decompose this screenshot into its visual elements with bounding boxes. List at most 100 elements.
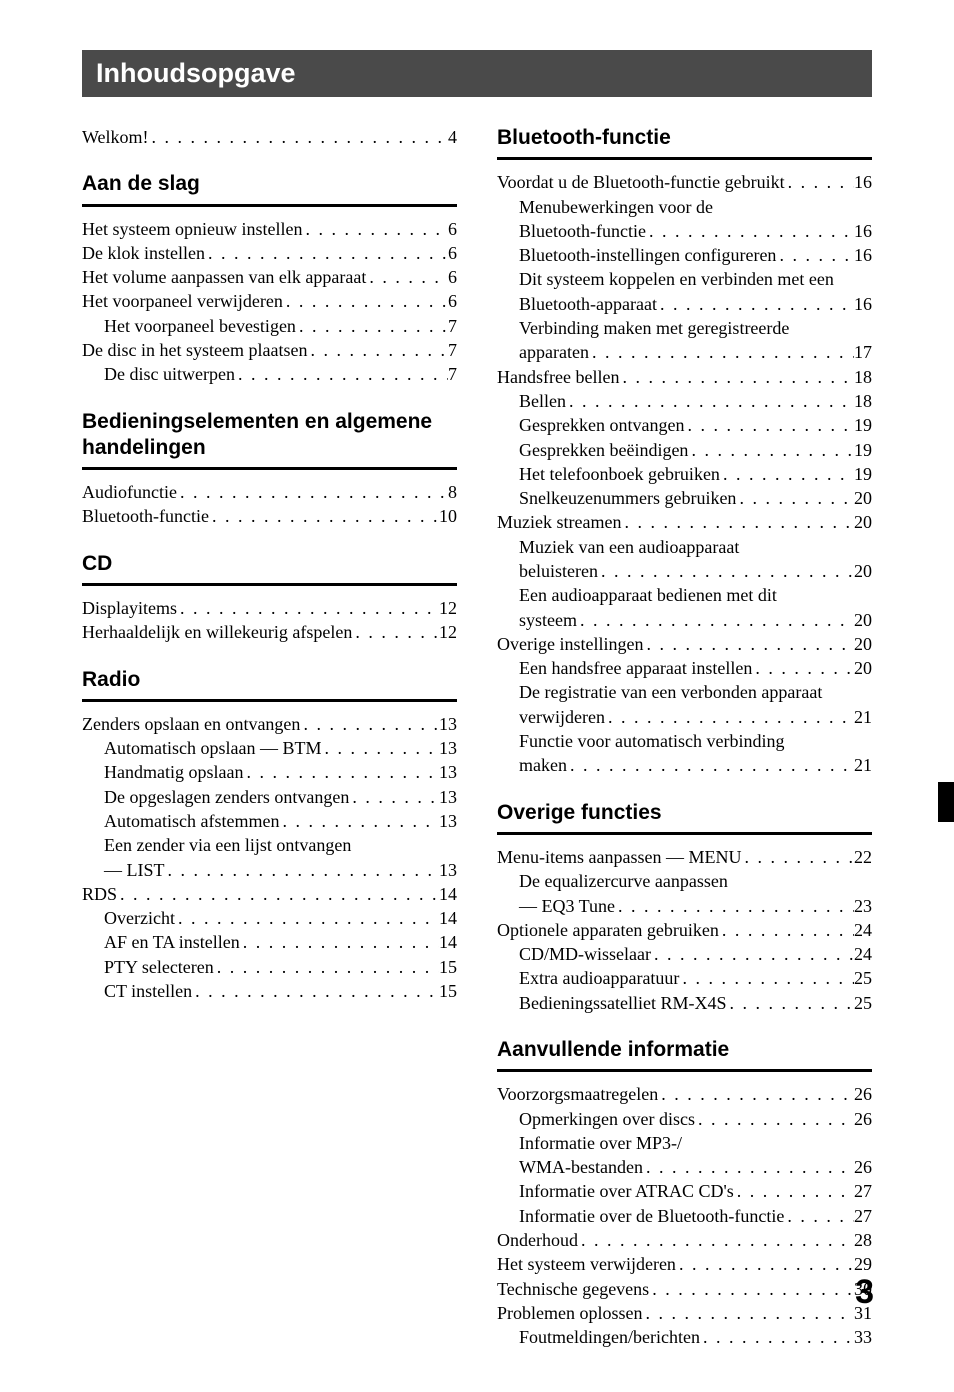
toc-entry-page: 6 [448,289,457,313]
toc-entry[interactable]: Onderhoud . . . . . . . . . . . . . . . … [497,1228,872,1252]
toc-entry[interactable]: PTY selecteren . . . . . . . . . . . . .… [82,955,457,979]
toc-entry-page: 17 [854,340,872,364]
toc-entry[interactable]: Technische gegevens . . . . . . . . . . … [497,1277,872,1301]
toc-entry[interactable]: AF en TA instellen . . . . . . . . . . .… [82,930,457,954]
toc-entry[interactable]: Gesprekken beëindigen . . . . . . . . . … [497,438,872,462]
toc-group: Voorzorgsmaatregelen . . . . . . . . . .… [497,1082,872,1349]
toc-entry[interactable]: — LIST . . . . . . . . . . . . . . . . .… [82,858,457,882]
toc-entry[interactable]: Voorzorgsmaatregelen . . . . . . . . . .… [497,1082,872,1106]
toc-entry[interactable]: Zenders opslaan en ontvangen . . . . . .… [82,712,457,736]
toc-entry[interactable]: Bluetooth-functie . . . . . . . . . . . … [82,504,457,528]
toc-entry[interactable]: maken . . . . . . . . . . . . . . . . . … [497,753,872,777]
toc-dots: . . . . . . . . . . . . . . . . . . . . … [695,1107,854,1131]
toc-entry[interactable]: Het telefoonboek gebruiken . . . . . . .… [497,462,872,486]
toc-entry[interactable]: CT instellen . . . . . . . . . . . . . .… [82,979,457,1003]
toc-entry-page: 19 [854,462,872,486]
toc-entry-page: 25 [854,966,872,990]
toc-entry[interactable]: Informatie over de Bluetooth-functie . .… [497,1204,872,1228]
toc-entry[interactable]: beluisteren . . . . . . . . . . . . . . … [497,559,872,583]
toc-entry[interactable]: apparaten . . . . . . . . . . . . . . . … [497,340,872,364]
toc-entry[interactable]: De opgeslagen zenders ontvangen . . . . … [82,785,457,809]
section-rule [82,583,457,586]
toc-entry[interactable]: Opmerkingen over discs . . . . . . . . .… [497,1107,872,1131]
toc-entry[interactable]: Extra audioapparatuur . . . . . . . . . … [497,966,872,990]
toc-entry-page: 25 [854,991,872,1015]
toc-entry[interactable]: Handmatig opslaan . . . . . . . . . . . … [82,760,457,784]
toc-entry[interactable]: Bluetooth-apparaat . . . . . . . . . . .… [497,292,872,316]
toc-entry-page: 12 [439,596,457,620]
toc-entry[interactable]: Welkom! . . . . . . . . . . . . . . . . … [82,125,457,149]
toc-entry[interactable]: Het voorpaneel bevestigen . . . . . . . … [82,314,457,338]
toc-entry[interactable]: Automatisch opslaan — BTM . . . . . . . … [82,736,457,760]
toc-entry-label: De opgeslagen zenders ontvangen [104,785,349,809]
toc-entry[interactable]: Audiofunctie . . . . . . . . . . . . . .… [82,480,457,504]
toc-entry[interactable]: Muziek streamen . . . . . . . . . . . . … [497,510,872,534]
toc-entry[interactable]: systeem . . . . . . . . . . . . . . . . … [497,608,872,632]
toc-entry[interactable]: Menu-items aanpassen — MENU . . . . . . … [497,845,872,869]
toc-entry-label: Bluetooth-instellingen configureren [519,243,776,267]
toc-entry[interactable]: Overzicht . . . . . . . . . . . . . . . … [82,906,457,930]
toc-dots: . . . . . . . . . . . . . . . . . . . . … [165,858,440,882]
toc-entry[interactable]: Bluetooth-instellingen configureren . . … [497,243,872,267]
toc-entry[interactable]: CD/MD-wisselaar . . . . . . . . . . . . … [497,942,872,966]
toc-entry[interactable]: Automatisch afstemmen . . . . . . . . . … [82,809,457,833]
toc-dots: . . . . . . . . . . . . . . . . . . . . … [279,809,439,833]
toc-entry[interactable]: Snelkeuzenummers gebruiken . . . . . . .… [497,486,872,510]
toc-entry[interactable]: Het systeem verwijderen . . . . . . . . … [497,1252,872,1276]
toc-dots: . . . . . . . . . . . . . . . . . . . . … [720,462,854,486]
toc-entry[interactable]: WMA-bestanden . . . . . . . . . . . . . … [497,1155,872,1179]
section-rule [497,157,872,160]
toc-dots: . . . . . . . . . . . . . . . . . . . . … [646,219,854,243]
toc-entry[interactable]: Problemen oplossen . . . . . . . . . . .… [497,1301,872,1325]
toc-entry[interactable]: RDS . . . . . . . . . . . . . . . . . . … [82,882,457,906]
toc-entry[interactable]: Het systeem opnieuw instellen . . . . . … [82,217,457,241]
toc-entry-label: Bellen [519,389,566,413]
toc-entry[interactable]: Foutmeldingen/berichten . . . . . . . . … [497,1325,872,1349]
toc-group: Het systeem opnieuw instellen . . . . . … [82,217,457,387]
toc-entry-continuation: De registratie van een verbonden apparaa… [497,680,872,704]
toc-dots: . . . . . . . . . . . . . . . . . . . . … [719,918,854,942]
toc-entry[interactable]: Bellen . . . . . . . . . . . . . . . . .… [497,389,872,413]
toc-entry-label: CD/MD-wisselaar [519,942,651,966]
toc-dots: . . . . . . . . . . . . . . . . . . . . … [776,243,854,267]
toc-entry-page: 24 [854,918,872,942]
toc-entry-page: 26 [854,1082,872,1106]
section-heading: Radio [82,667,457,695]
toc-entry[interactable]: Overige instellingen . . . . . . . . . .… [497,632,872,656]
toc-columns: Welkom! . . . . . . . . . . . . . . . . … [82,125,872,1352]
toc-entry[interactable]: Voordat u de Bluetooth-functie gebruikt … [497,170,872,194]
toc-entry[interactable]: De klok instellen . . . . . . . . . . . … [82,241,457,265]
toc-dots: . . . . . . . . . . . . . . . . . . . . … [676,1252,854,1276]
toc-entry-page: 13 [439,858,457,882]
toc-entry-page: 21 [854,705,872,729]
toc-entry-label: Welkom! [82,125,149,149]
toc-entry[interactable]: Optionele apparaten gebruiken . . . . . … [497,918,872,942]
toc-entry[interactable]: verwijderen . . . . . . . . . . . . . . … [497,705,872,729]
toc-entry[interactable]: Handsfree bellen . . . . . . . . . . . .… [497,365,872,389]
toc-entry-page: 27 [854,1179,872,1203]
toc-entry[interactable]: De disc in het systeem plaatsen . . . . … [82,338,457,362]
toc-entry[interactable]: Het voorpaneel verwijderen . . . . . . .… [82,289,457,313]
toc-entry-label: Gesprekken ontvangen [519,413,684,437]
toc-entry[interactable]: Displayitems . . . . . . . . . . . . . .… [82,596,457,620]
section-heading: CD [82,551,457,579]
toc-dots: . . . . . . . . . . . . . . . . . . . . … [651,942,854,966]
toc-entry[interactable]: Het volume aanpassen van elk apparaat . … [82,265,457,289]
toc-entry[interactable]: Informatie over ATRAC CD's . . . . . . .… [497,1179,872,1203]
toc-entry[interactable]: Bluetooth-functie . . . . . . . . . . . … [497,219,872,243]
toc-entry[interactable]: De disc uitwerpen . . . . . . . . . . . … [82,362,457,386]
toc-entry[interactable]: Gesprekken ontvangen . . . . . . . . . .… [497,413,872,437]
toc-entry-page: 18 [854,365,872,389]
toc-dots: . . . . . . . . . . . . . . . . . . . . … [621,510,854,534]
toc-entry[interactable]: — EQ3 Tune . . . . . . . . . . . . . . .… [497,894,872,918]
toc-dots: . . . . . . . . . . . . . . . . . . . . … [283,289,448,313]
toc-entry[interactable]: Een handsfree apparaat instellen . . . .… [497,656,872,680]
right-column: Bluetooth-functieVoordat u de Bluetooth-… [497,125,872,1352]
toc-entry-label: Gesprekken beëindigen [519,438,688,462]
toc-entry[interactable]: Bedieningssatelliet RM-X4S . . . . . . .… [497,991,872,1015]
toc-entry-page: 19 [854,413,872,437]
toc-entry-label: apparaten [519,340,589,364]
toc-entry[interactable]: Herhaaldelijk en willekeurig afspelen . … [82,620,457,644]
toc-dots: . . . . . . . . . . . . . . . . . . . . … [321,736,439,760]
toc-entry-label: Informatie over de Bluetooth-functie [519,1204,784,1228]
